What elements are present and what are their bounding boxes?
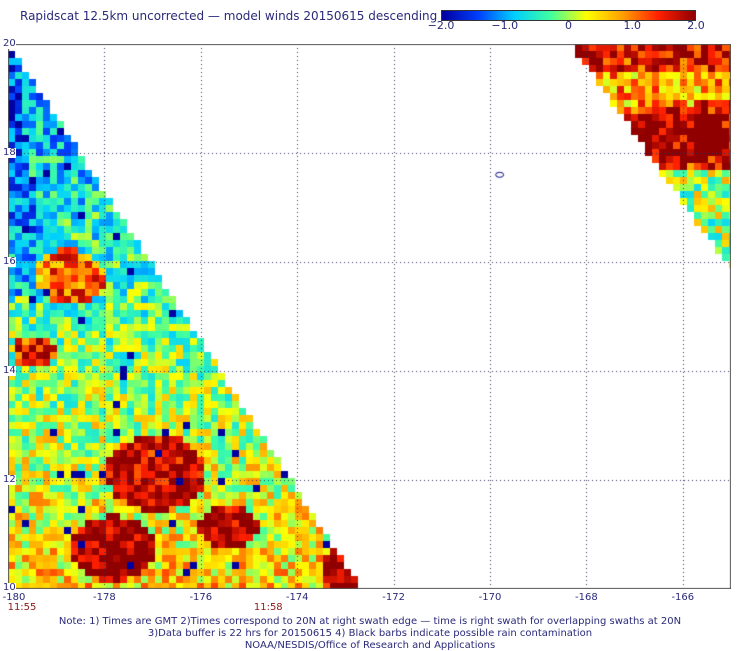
latitude-label: 20 [3,38,16,49]
colorbar [441,10,696,21]
longitude-label: -172 [382,592,405,603]
longitude-label: -180 [2,592,26,603]
longitude-label: -178 [93,592,116,603]
map-panel [8,44,731,589]
longitude-label: -168 [575,592,598,603]
longitude-label: -176 [189,592,213,603]
note-line-2: 3)Data buffer is 22 hrs for 20150615 4) … [147,628,593,639]
longitude-label: -166 [671,592,695,603]
colorbar-tick-label: 0 [565,19,572,32]
colorbar-tick-label: −1.0 [491,19,519,32]
plot-title: Rapidscat 12.5km uncorrected — model win… [20,9,438,23]
latitude-label: 14 [3,365,16,376]
longitude-label: -174 [285,592,309,603]
note-line-3: NOAA/NESDIS/Office of Research and Appli… [244,640,496,651]
wind-difference-map [8,44,731,589]
colorbar-tick-label: 1.0 [623,19,642,32]
longitude-label: -170 [478,592,502,603]
swath-time-label: 11:58 [253,602,283,613]
latitude-label: 18 [3,147,16,158]
colorbar-tick-label: 2.0 [687,19,705,32]
note-line-1: Note: 1) Times are GMT 2)Times correspon… [58,616,682,627]
colorbar-tick-label: −2.0 [427,19,455,32]
latitude-label: 10 [3,582,16,593]
latitude-label: 12 [3,474,16,485]
swath-time-label: 11:55 [7,602,37,613]
latitude-label: 16 [3,256,16,267]
